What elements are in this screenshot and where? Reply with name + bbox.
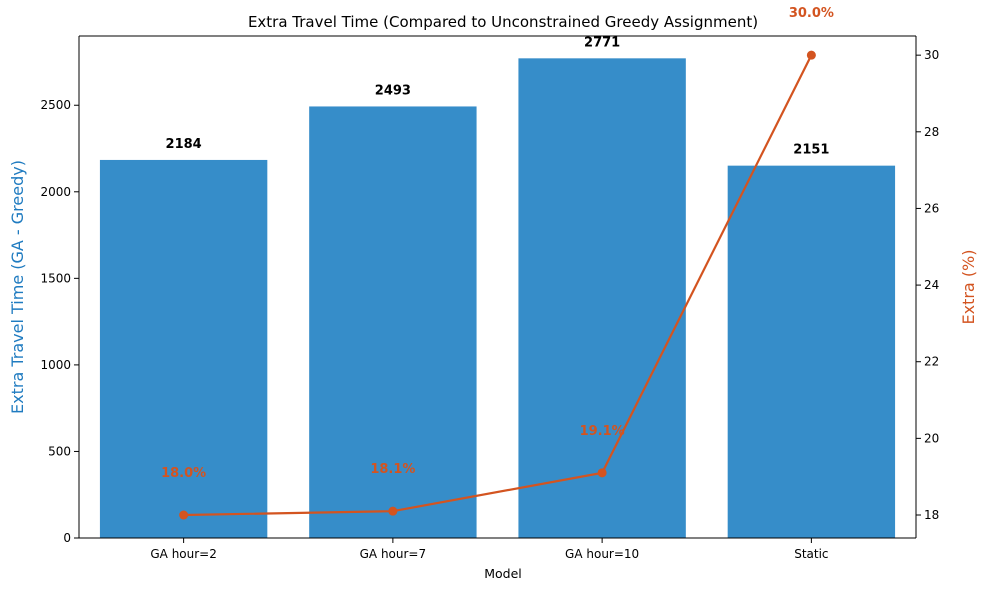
line-point [806, 50, 816, 60]
line-point [597, 468, 607, 478]
bar [309, 106, 477, 539]
line-layer [179, 50, 816, 520]
right-tick-label: 18 [924, 508, 939, 522]
x-tick-label: GA hour=10 [565, 547, 639, 561]
line-point [179, 510, 189, 520]
right-tick-label: 24 [924, 278, 939, 292]
bar-value-label: 2493 [375, 83, 411, 98]
right-tick-label: 20 [924, 431, 939, 445]
bar-value-label: 2184 [166, 137, 202, 152]
left-tick-label: 0 [63, 531, 71, 545]
left-tick-label: 1500 [40, 271, 71, 285]
axes-layer: 0 500 1000 1500 2000 2500 18 20 22 24 26 28 30 GA hou… [40, 35, 939, 561]
left-tick-label: 2000 [40, 185, 71, 199]
bar [518, 58, 686, 538]
bar [727, 165, 896, 538]
left-tick-label: 2500 [40, 98, 71, 112]
right-tick-label: 28 [924, 125, 939, 139]
line-value-label: 18.0% [161, 466, 206, 481]
left-tick-label: 500 [48, 444, 71, 458]
bars-layer [99, 58, 896, 539]
x-axis-title: Model [484, 566, 522, 581]
line-point [388, 506, 398, 516]
right-tick-label: 22 [924, 355, 939, 369]
bar-value-label: 2151 [793, 143, 829, 158]
line-value-label: 19.1% [580, 424, 625, 439]
line-value-label: 30.0% [789, 6, 834, 21]
line-value-label: 18.1% [370, 462, 415, 477]
bar-value-label: 2771 [584, 35, 620, 50]
left-tick-label: 1000 [40, 358, 71, 372]
x-tick-label: Static [794, 547, 828, 561]
bar [99, 159, 268, 538]
labels-layer: 2184 2493 2771 2151 18.0% 18.1% 19.1% 30.0% [161, 6, 834, 481]
right-tick-label: 26 [924, 201, 939, 215]
extra-percent-line [183, 54, 813, 517]
x-tick-label: GA hour=7 [360, 547, 427, 561]
x-tick-label: GA hour=2 [150, 547, 217, 561]
chart-title: Extra Travel Time (Compared to Unconstra… [248, 13, 758, 31]
right-tick-label: 30 [924, 48, 939, 62]
left-axis-title: Extra Travel Time (GA - Greedy) [8, 160, 27, 414]
right-axis-title: Extra (%) [959, 249, 978, 324]
